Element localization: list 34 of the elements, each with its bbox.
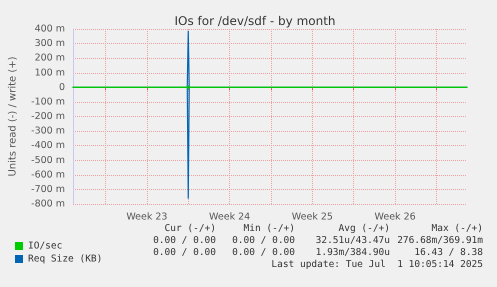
y-tick-label: -500 m <box>31 154 65 166</box>
y-tick-label: 300 m <box>34 38 65 50</box>
y-tick-label: 200 m <box>34 52 65 64</box>
text: Last update: Tue Jul 1 10:05:14 2025 <box>271 259 483 270</box>
y-tick-label: -800 m <box>31 198 65 210</box>
legend-label: Req Size (KB) <box>28 254 102 264</box>
x-tick-label: Week 23 <box>126 212 168 222</box>
text: 1.93m/384.90u <box>316 247 390 258</box>
text: 32.51u/43.47u <box>316 235 390 246</box>
y-tick-label: -400 m <box>31 140 65 152</box>
text: Avg (-/+) <box>338 223 390 234</box>
chart-title: IOs for /dev/sdf - by month <box>174 14 336 28</box>
text: 276.68m/369.91m <box>397 235 483 246</box>
text: Min (-/+) <box>244 223 295 234</box>
text: 0.00 / 0.00 <box>153 247 216 258</box>
text: 0.00 / 0.00 <box>232 235 295 246</box>
y-axis-title: Units read (-) / write (+) <box>8 56 18 177</box>
y-tick-label: -600 m <box>31 169 65 180</box>
text: 16.43 / 8.38 <box>414 247 483 258</box>
x-tick-label: Week 26 <box>374 212 416 222</box>
text: Cur (-/+) <box>164 223 216 234</box>
text: Max (-/+) <box>432 223 483 234</box>
legend-label: IO/sec <box>28 240 62 252</box>
x-tick-label: Week 24 <box>209 212 250 222</box>
y-tick-label: -100 m <box>31 96 65 108</box>
y-tick-label: 400 m <box>34 24 65 34</box>
text: 0.00 / 0.00 <box>232 247 295 258</box>
y-tick-label: -700 m <box>31 184 65 195</box>
text: 0.00 / 0.00 <box>153 235 216 246</box>
y-tick-label: -200 m <box>31 111 65 122</box>
y-tick-label: -300 m <box>31 126 65 137</box>
y-tick-label: 0 <box>58 82 65 93</box>
x-tick-label: Week 25 <box>292 212 333 222</box>
y-tick-label: 100 m <box>34 67 65 78</box>
